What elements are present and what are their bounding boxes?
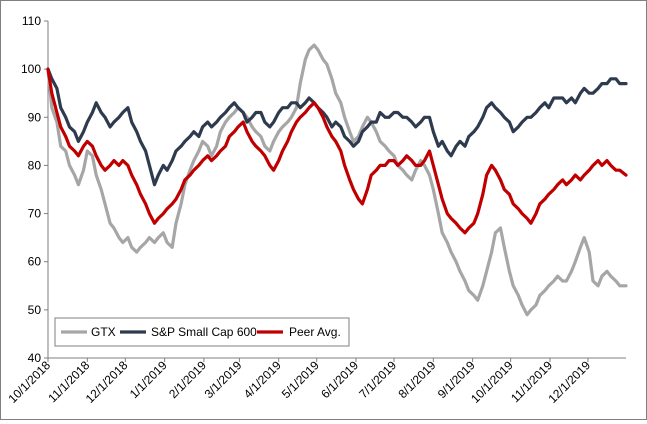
x-tick-label: 10/1/2018 — [5, 358, 53, 406]
y-tick-label: 90 — [28, 110, 42, 124]
y-tick-label: 110 — [22, 14, 41, 28]
y-tick-label: 80 — [28, 158, 42, 172]
y-tick-label: 40 — [28, 351, 42, 365]
legend: GTX S&P Small Cap 600 Peer Avg. — [54, 317, 350, 347]
x-tick-label: 12/1/2018 — [83, 358, 131, 406]
y-tick-label: 70 — [28, 207, 42, 221]
y-axis-tick-labels: 40 50 60 70 80 90 100 110 — [21, 14, 48, 365]
series-lines — [46, 43, 628, 317]
y-tick-label: 50 — [28, 303, 42, 317]
x-tick-label: 2/1/2019 — [166, 358, 209, 401]
y-tick-label: 60 — [28, 255, 42, 269]
x-tick-label: 8/1/2019 — [396, 358, 439, 401]
x-tick-label: 6/1/2019 — [318, 358, 361, 401]
series-line-2 — [46, 67, 628, 187]
legend-label-2: S&P Small Cap 600 — [151, 325, 257, 339]
x-tick-label: 7/1/2019 — [356, 358, 399, 401]
legend-box — [54, 317, 350, 347]
x-tick-label: 1/1/2019 — [127, 358, 170, 401]
legend-label-1: GTX — [91, 325, 116, 339]
x-tick-label: 3/1/2019 — [202, 358, 245, 401]
x-tick-label: 5/1/2019 — [279, 358, 322, 401]
x-axis-tick-labels: 10/1/201811/1/201812/1/20181/1/20192/1/2… — [5, 358, 593, 406]
y-tick-label: 100 — [21, 62, 41, 76]
x-tick-label: 10/1/2019 — [468, 358, 516, 406]
series-line-3 — [46, 67, 628, 235]
legend-label-3: Peer Avg. — [289, 325, 341, 339]
x-tick-label: 4/1/2019 — [241, 358, 284, 401]
x-tick-label: 12/1/2019 — [545, 358, 593, 406]
series-line-1 — [46, 43, 628, 317]
axes — [47, 21, 626, 359]
